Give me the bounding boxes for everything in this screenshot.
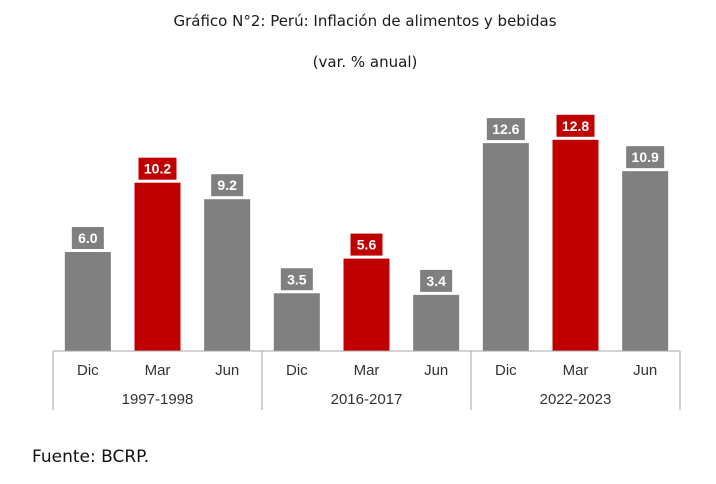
x-tick-label: Jun [215,362,239,379]
data-label-box [350,233,383,256]
data-label: 5.6 [357,237,377,253]
bar [552,139,599,351]
data-label-box [211,174,244,197]
data-label: 9.2 [217,177,237,193]
data-label-box [138,157,177,180]
group-label: 2022-2023 [540,391,612,408]
data-label: 10.2 [144,161,171,177]
bar [64,252,111,351]
group-label: 2016-2017 [331,391,403,408]
x-tick-label: Jun [633,362,657,379]
bar [482,143,529,351]
x-tick-label: Jun [424,362,448,379]
data-label: 3.4 [426,273,446,289]
x-tick-label: Mar [145,362,171,379]
category-axis: Dic Mar Jun 1997-1998 Dic Mar Jun 2016-2017 Dic M… [52,350,681,410]
data-label-box [626,146,665,169]
x-tick-label: Dic [286,362,308,379]
chart-subtitle: (var. % anual) [313,53,418,71]
x-tick-label: Dic [77,362,99,379]
data-label-box [486,118,525,141]
data-label: 10.9 [632,149,659,165]
data-label-box [71,227,104,249]
bar [622,171,669,351]
data-label: 3.5 [287,271,307,287]
plot-area: 6.0 10.2 9.2 3.5 5.6 3.4 12.6 12.8 10.9 [64,114,669,351]
data-label-box [420,269,453,292]
bar [134,182,181,351]
data-label: 12.6 [492,121,519,137]
bar [413,294,460,351]
data-label: 12.8 [562,118,589,134]
source-note: Fuente: BCRP. [32,447,150,467]
x-tick-label: Dic [495,362,517,379]
data-label-box [556,114,595,137]
bar [204,199,251,351]
bar [273,293,320,351]
x-tick-label: Mar [563,362,589,379]
chart: Gráfico N°2: Perú: Inflación de alimento… [52,12,681,410]
data-label: 6.0 [78,230,98,246]
data-label-box [280,268,313,291]
group-label: 1997-1998 [122,391,194,408]
x-tick-label: Mar [354,362,380,379]
chart-title: Gráfico N°2: Perú: Inflación de alimento… [173,12,556,30]
bar [343,258,390,351]
